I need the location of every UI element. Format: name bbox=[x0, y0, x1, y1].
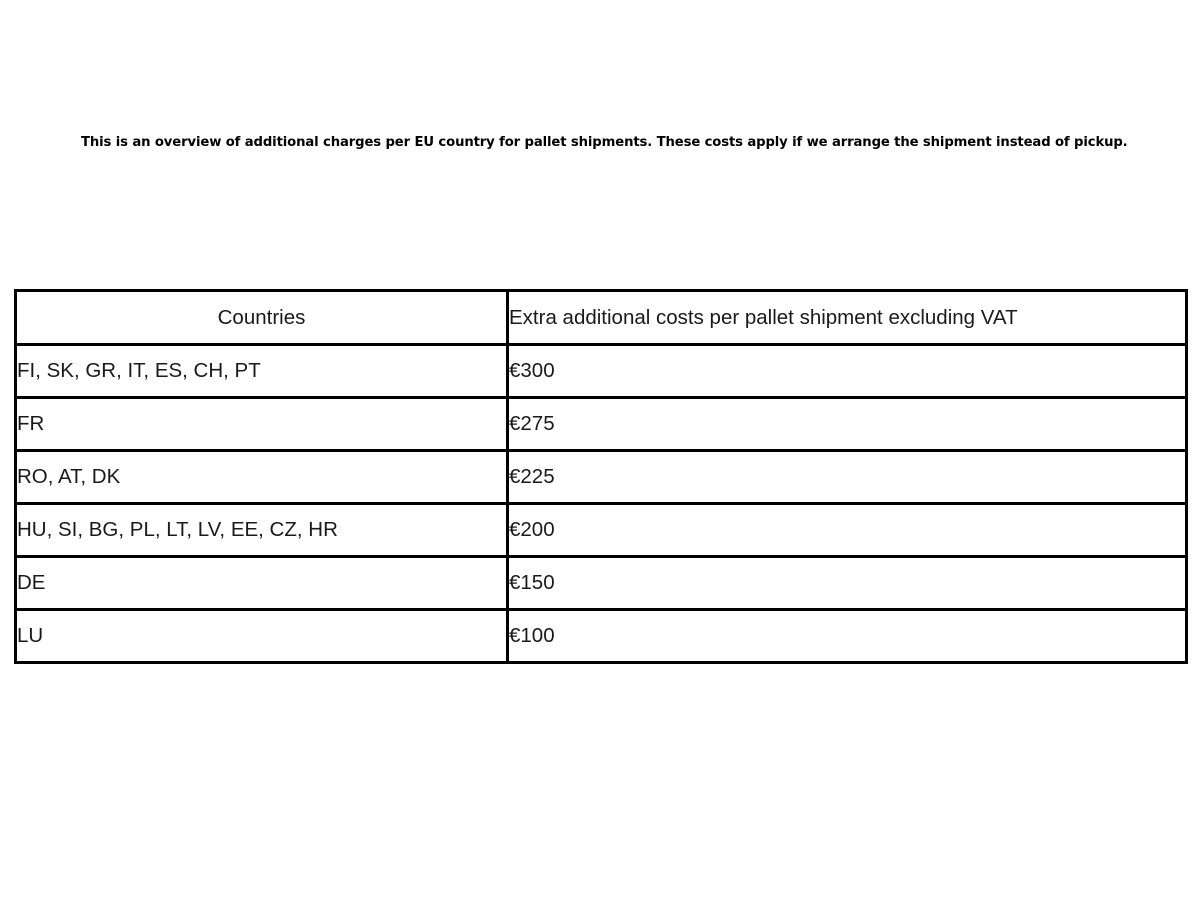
column-header-extra-costs: Extra additional costs per pallet shipme… bbox=[506, 289, 1188, 346]
pallet-surcharge-table: Countries Extra additional costs per pal… bbox=[14, 289, 1188, 664]
table-row: LU €100 bbox=[14, 608, 1188, 664]
cell-countries: RO, AT, DK bbox=[14, 449, 509, 505]
cell-countries: FI, SK, GR, IT, ES, CH, PT bbox=[14, 343, 509, 399]
cell-cost: €300 bbox=[506, 343, 1188, 399]
table-header-row: Countries Extra additional costs per pal… bbox=[14, 289, 1188, 346]
cell-cost: €200 bbox=[506, 502, 1188, 558]
table-row: FR €275 bbox=[14, 396, 1188, 452]
table-row: DE €150 bbox=[14, 555, 1188, 611]
table-row: FI, SK, GR, IT, ES, CH, PT €300 bbox=[14, 343, 1188, 399]
cell-cost: €100 bbox=[506, 608, 1188, 664]
cell-cost: €150 bbox=[506, 555, 1188, 611]
column-header-countries: Countries bbox=[14, 289, 509, 346]
table-row: RO, AT, DK €225 bbox=[14, 449, 1188, 505]
cell-cost: €275 bbox=[506, 396, 1188, 452]
cell-cost: €225 bbox=[506, 449, 1188, 505]
cell-countries: DE bbox=[14, 555, 509, 611]
intro-paragraph: This is an overview of additional charge… bbox=[81, 135, 1128, 151]
table-row: HU, SI, BG, PL, LT, LV, EE, CZ, HR €200 bbox=[14, 502, 1188, 558]
cell-countries: FR bbox=[14, 396, 509, 452]
cell-countries: LU bbox=[14, 608, 509, 664]
cell-countries: HU, SI, BG, PL, LT, LV, EE, CZ, HR bbox=[14, 502, 509, 558]
